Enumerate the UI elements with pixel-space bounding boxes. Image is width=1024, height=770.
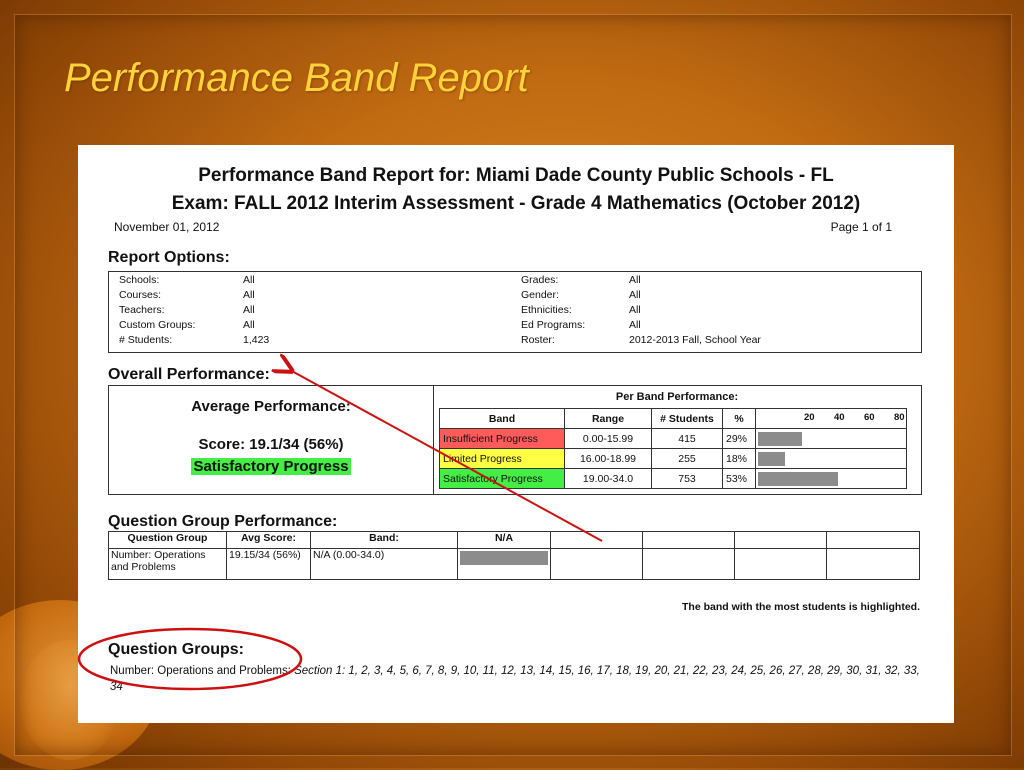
option-value: All xyxy=(629,274,641,286)
option-value: All xyxy=(243,274,255,286)
scale-tick: 20 xyxy=(804,411,815,423)
qg-band-cell: N/A (0.00-34.0) xyxy=(310,548,458,580)
band-students-cell: 255 xyxy=(651,448,723,469)
question-group-performance-title: Question Group Performance: xyxy=(108,513,338,530)
option-label: Ed Programs: xyxy=(521,319,586,331)
band-range-cell: 16.00-18.99 xyxy=(564,448,652,469)
page-number: Page 1 of 1 xyxy=(830,220,892,234)
overall-performance-title: Overall Performance: xyxy=(108,366,270,383)
students-header: # Students xyxy=(651,408,723,429)
band-bar xyxy=(758,471,838,486)
qg-group-header: Question Group xyxy=(108,531,227,549)
band-header: Band xyxy=(439,408,565,429)
band-table: Band Range # Students % 20 40 60 80 Insuffi… xyxy=(439,408,907,489)
per-band-performance-title: Per Band Performance: xyxy=(615,391,739,403)
band-bar-cell xyxy=(755,448,907,469)
option-value: 1,423 xyxy=(243,334,270,346)
option-label: Custom Groups: xyxy=(119,319,196,331)
qg-empty-cell xyxy=(550,548,643,580)
report-document: Performance Band Report for: Miami Dade … xyxy=(78,145,954,723)
option-label: Courses: xyxy=(119,289,162,301)
band-pct-cell: 18% xyxy=(722,448,756,469)
option-label: Ethnicities: xyxy=(521,304,572,316)
band-students-cell: 753 xyxy=(651,468,723,489)
option-value: All xyxy=(629,304,641,316)
qg-empty-header xyxy=(550,531,643,549)
qg-na-cell xyxy=(457,548,551,580)
report-options-box: Schools: All Courses: All Teachers: All Custom… xyxy=(108,271,922,353)
band-name-cell: Insufficient Progress xyxy=(439,428,565,449)
table-row: Limited Progress 16.00-18.99 255 18% xyxy=(439,448,907,469)
question-groups-title: Question Groups: xyxy=(108,641,244,658)
band-name-cell: Satisfactory Progress xyxy=(439,468,565,489)
band-bar xyxy=(758,451,785,466)
band-pct-cell: 53% xyxy=(722,468,756,489)
report-date: November 01, 2012 xyxy=(114,220,220,234)
table-row: Insufficient Progress 0.00-15.99 415 29% xyxy=(439,428,907,449)
scale-tick: 60 xyxy=(864,411,875,423)
qg-group-cell: Number: Operations and Problems xyxy=(108,548,227,580)
scale-header: 20 40 60 80 xyxy=(755,408,907,429)
range-header: Range xyxy=(564,408,652,429)
option-label: Roster: xyxy=(521,334,555,346)
band-pct-cell: 29% xyxy=(722,428,756,449)
score-band-badge: Satisfactory Progress xyxy=(191,458,351,475)
qg-empty-cell xyxy=(826,548,920,580)
band-bar-cell xyxy=(755,428,907,449)
scale-tick: 80 xyxy=(894,411,905,423)
option-label: # Students: xyxy=(119,334,173,346)
band-students-cell: 415 xyxy=(651,428,723,449)
band-bar xyxy=(758,431,802,446)
question-groups-list: Number: Operations and Problems: Section… xyxy=(110,663,922,695)
highlight-note: The band with the most students is highl… xyxy=(682,601,920,613)
average-performance-title: Average Performance: xyxy=(191,398,351,415)
qg-empty-header xyxy=(734,531,827,549)
band-bar-cell xyxy=(755,468,907,489)
slide-title: Performance Band Report xyxy=(64,56,529,100)
qg-na-header: N/A xyxy=(457,531,551,549)
option-label: Grades: xyxy=(521,274,559,286)
pct-header: % xyxy=(722,408,756,429)
report-heading: Performance Band Report for: Miami Dade … xyxy=(198,165,834,186)
table-row: Satisfactory Progress 19.00-34.0 753 53% xyxy=(439,468,907,489)
qg-avg-header: Avg Score: xyxy=(226,531,311,549)
band-range-cell: 0.00-15.99 xyxy=(564,428,652,449)
qg-empty-header xyxy=(826,531,920,549)
qg-empty-cell xyxy=(642,548,735,580)
qg-empty-cell xyxy=(734,548,827,580)
question-group-table: Question Group Avg Score: Band: N/A Numb… xyxy=(108,531,920,580)
option-value: All xyxy=(243,319,255,331)
average-score: Score: 19.1/34 (56%) xyxy=(198,436,344,453)
option-label: Schools: xyxy=(119,274,160,286)
qg-band-header: Band: xyxy=(310,531,458,549)
question-group-label: Number: Operations and Problems: xyxy=(110,665,291,677)
option-value: All xyxy=(243,289,255,301)
option-label: Teachers: xyxy=(119,304,165,316)
qg-bar xyxy=(460,551,548,565)
qg-avg-cell: 19.15/34 (56%) xyxy=(226,548,311,580)
table-row: Number: Operations and Problems 19.15/34… xyxy=(108,548,920,580)
report-options-title: Report Options: xyxy=(108,249,230,266)
scale-tick: 40 xyxy=(834,411,845,423)
exam-heading: Exam: FALL 2012 Interim Assessment - Gra… xyxy=(171,193,861,214)
option-label: Gender: xyxy=(521,289,559,301)
option-value: All xyxy=(629,289,641,301)
option-value: All xyxy=(629,319,641,331)
band-name-cell: Limited Progress xyxy=(439,448,565,469)
option-value: 2012-2013 Fall, School Year xyxy=(629,334,761,346)
band-range-cell: 19.00-34.0 xyxy=(564,468,652,489)
overall-performance-box: Average Performance: Score: 19.1/34 (56%… xyxy=(108,385,922,495)
qg-empty-header xyxy=(642,531,735,549)
option-value: All xyxy=(243,304,255,316)
